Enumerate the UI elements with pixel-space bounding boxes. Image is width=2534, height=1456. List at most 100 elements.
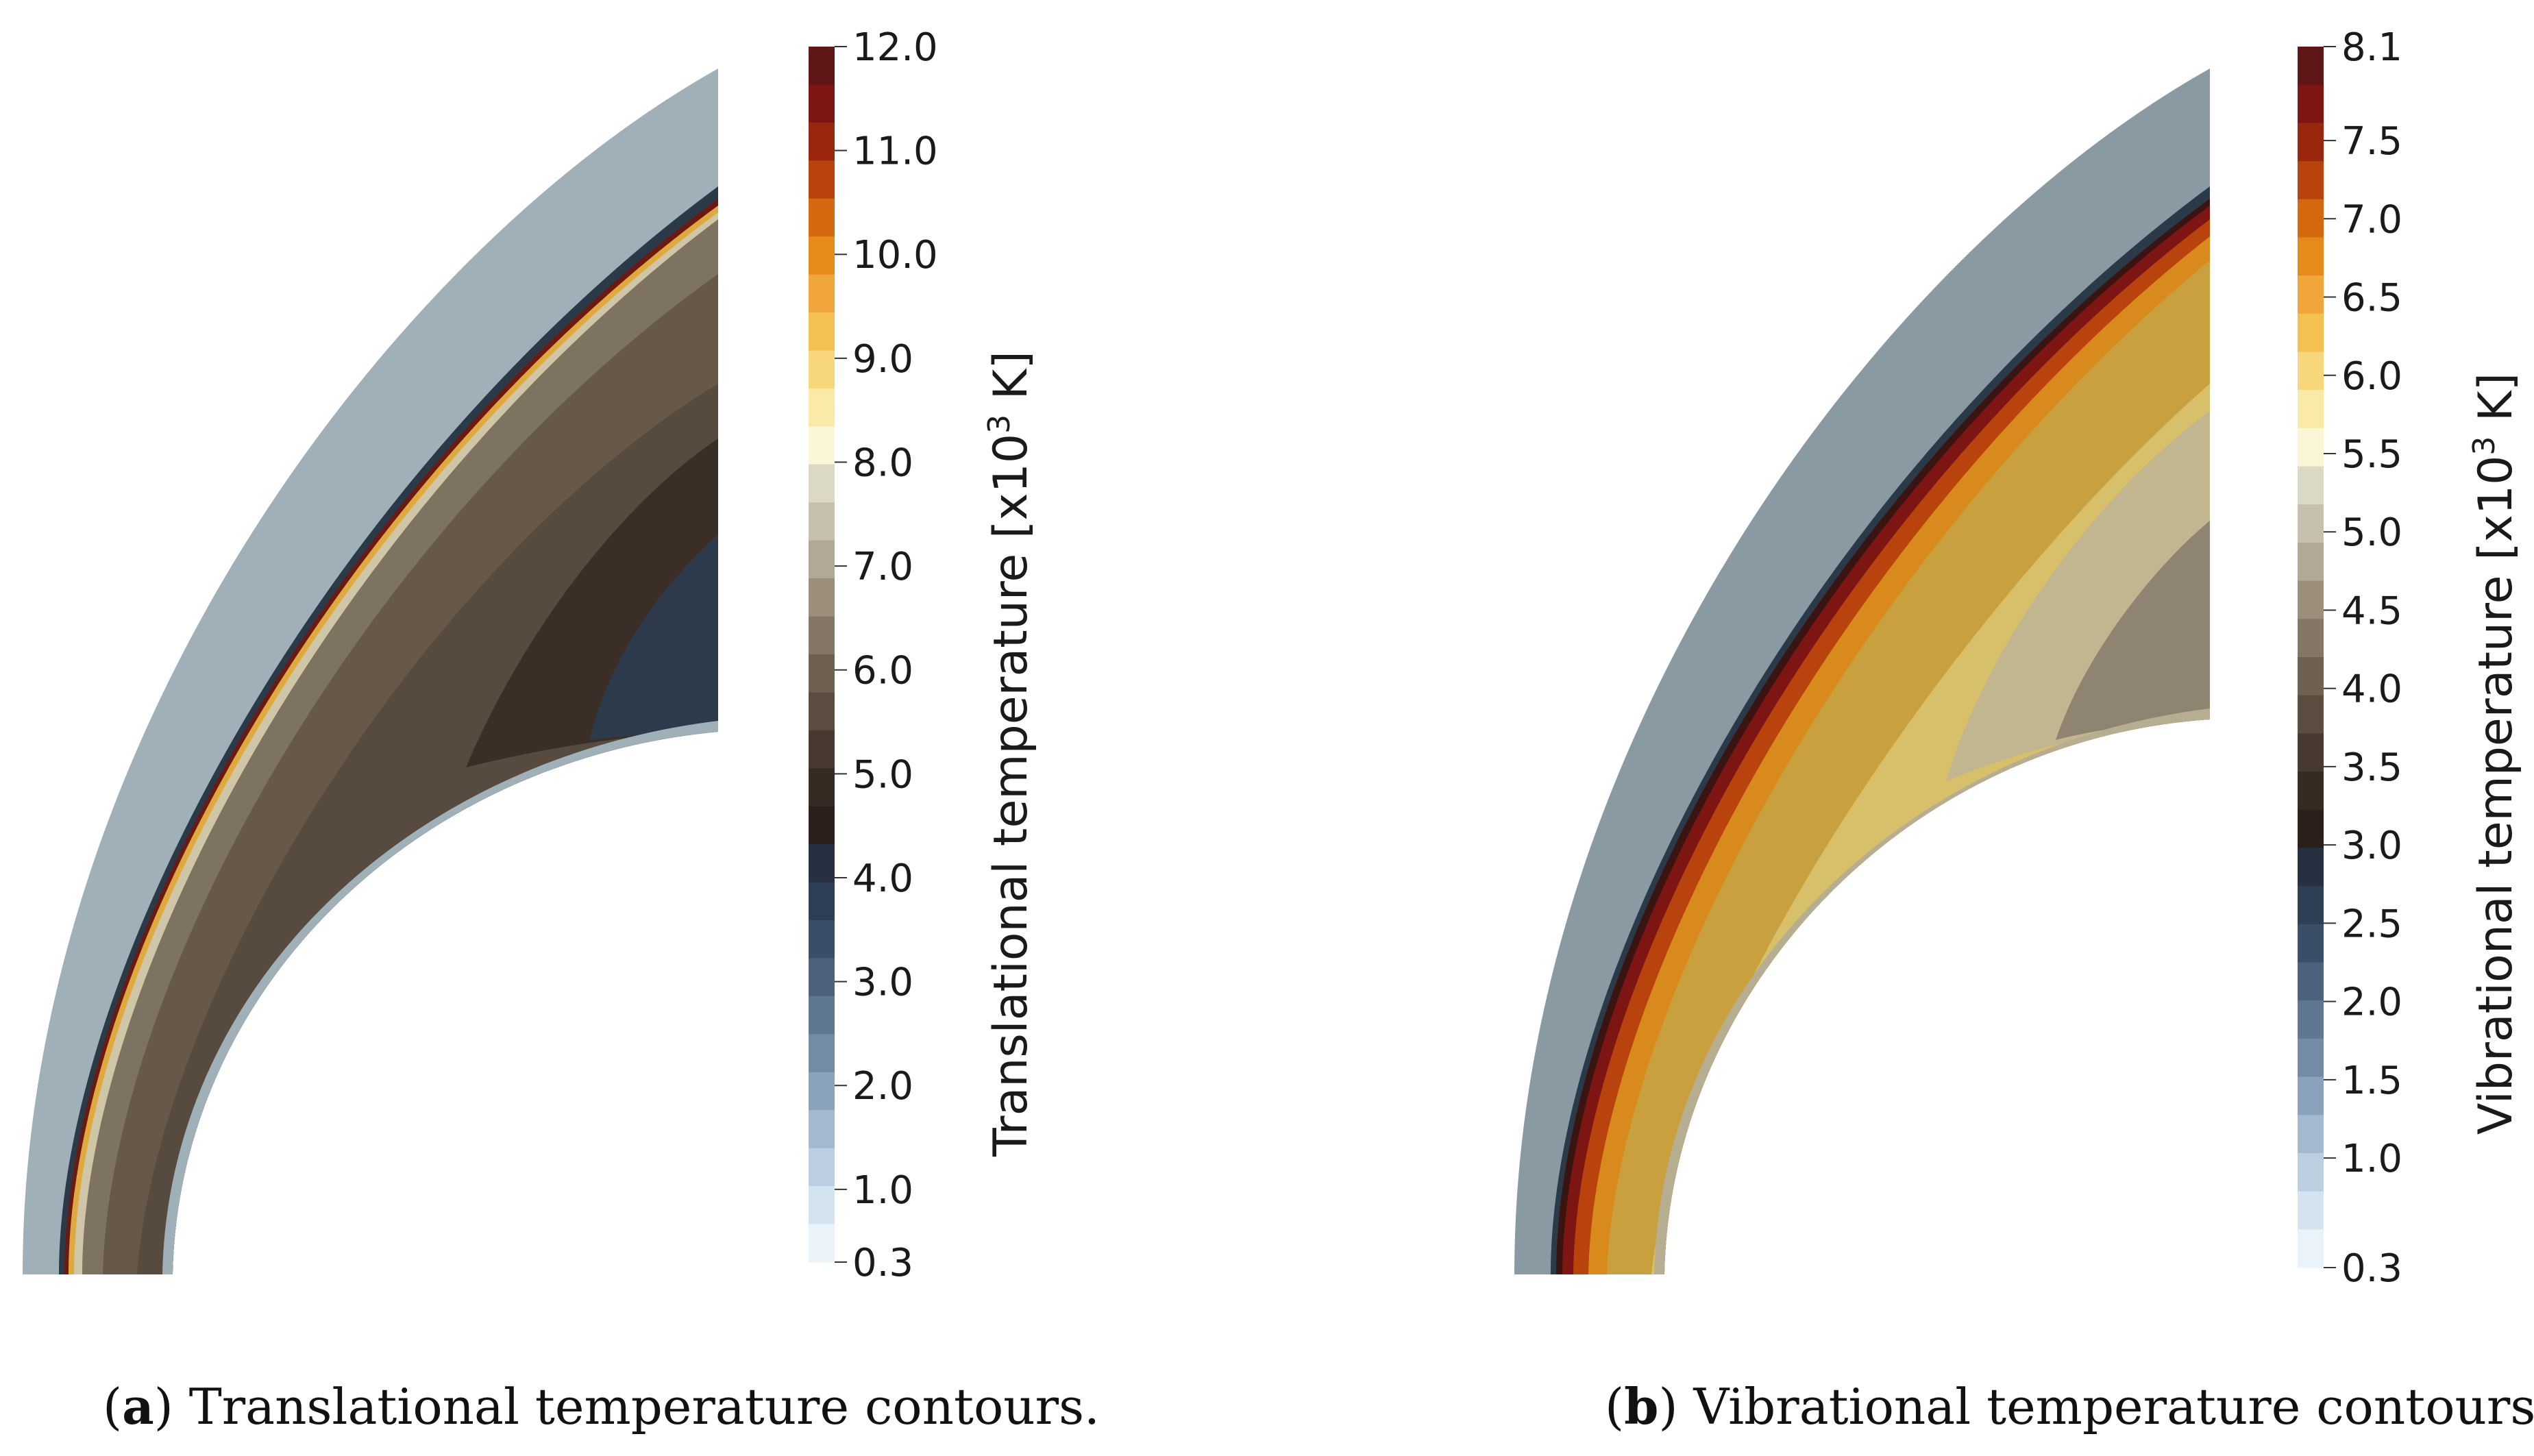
- colorbar-swatch: [2298, 199, 2324, 238]
- colorbar-swatch: [809, 768, 835, 807]
- colorbar-tick-label: 3.0: [2341, 824, 2402, 868]
- colorbar-tick-label: 1.0: [2341, 1137, 2402, 1181]
- colorbar-swatch: [809, 730, 835, 769]
- colorbar-swatch: [2298, 848, 2324, 887]
- colorbar-swatch: [809, 350, 835, 389]
- colorbar-tick-label: 2.5: [2341, 902, 2402, 946]
- colorbar-tick-label: 6.0: [2341, 354, 2402, 399]
- colorbar-swatch: [809, 1224, 835, 1263]
- colorbar-swatch: [2298, 84, 2324, 123]
- colorbar-swatch: [809, 502, 835, 541]
- translational-colorbar-title: Translational temperature [x103 K]: [982, 351, 1039, 1157]
- colorbar-swatch: [2298, 428, 2324, 467]
- colorbar-swatch: [809, 84, 835, 123]
- colorbar-tick-label: 8.1: [2341, 25, 2402, 70]
- colorbar-swatch: [2298, 886, 2324, 925]
- colorbar-tick-label: 8.0: [852, 441, 913, 485]
- colorbar-tick-label: 0.3: [2341, 1246, 2402, 1291]
- colorbar-tick-label: 7.5: [2341, 119, 2402, 164]
- colorbar-swatch: [809, 844, 835, 883]
- colorbar-tick-label: 5.0: [2341, 510, 2402, 555]
- colorbar-swatch: [2298, 390, 2324, 429]
- colorbar-swatch: [809, 1034, 835, 1073]
- colorbar-swatch: [809, 47, 835, 86]
- colorbar-tick-label: 10.0: [852, 233, 938, 277]
- colorbar-swatch: [2298, 1115, 2324, 1154]
- colorbar-swatch: [809, 160, 835, 199]
- colorbar-tick-label: 4.0: [2341, 667, 2402, 712]
- colorbar-swatch: [2298, 1000, 2324, 1039]
- colorbar-swatch: [809, 1186, 835, 1225]
- colorbar-swatch: [2298, 1038, 2324, 1078]
- colorbar-swatch: [809, 464, 835, 503]
- colorbar-swatch: [809, 958, 835, 997]
- caption-a-text: Translational temperature contours.: [188, 1378, 1100, 1435]
- colorbar-tick-label: 3.5: [2341, 745, 2402, 790]
- colorbar-tick-label: 7.0: [852, 545, 913, 589]
- colorbar-swatch: [809, 122, 835, 161]
- vibrational-colorbar: 8.1 7.5 7.0 6.5 6.0 5.5 5.0 4.5 4.0 3.5 3.0 2.5 2.0 1…: [2298, 25, 2402, 1291]
- caption-a-label: a: [122, 1377, 154, 1435]
- colorbar-swatch: [809, 882, 835, 921]
- colorbar-swatch: [2298, 809, 2324, 849]
- colorbar-swatch: [2298, 1152, 2324, 1192]
- colorbar-tick-label: 5.5: [2341, 432, 2402, 477]
- colorbar-swatch: [2298, 657, 2324, 696]
- colorbar-swatch: [809, 1072, 835, 1111]
- colorbar-tick-label: 9.0: [852, 337, 913, 382]
- colorbar-swatch: [809, 426, 835, 465]
- translational-colorbar: 12.0 11.0 10.0 9.0 8.0 7.0 6.0 5.0 4.0 3.0 2.0 1.0 0…: [809, 25, 938, 1285]
- colorbar-tick-label: 11.0: [852, 129, 938, 174]
- translational-temperature-field: [23, 69, 718, 1274]
- caption-b-text: Vibrational temperature contours.: [1693, 1378, 2534, 1435]
- caption-a: (a) Translational temperature contours.: [103, 1377, 1100, 1435]
- colorbar-swatch: [2298, 619, 2324, 658]
- colorbar-swatch: [2298, 313, 2324, 353]
- caption-b-label: b: [1624, 1377, 1659, 1435]
- colorbar-swatch: [2298, 580, 2324, 619]
- colorbar-swatch: [809, 540, 835, 579]
- colorbar-swatch: [809, 274, 835, 313]
- colorbar-swatch: [809, 312, 835, 351]
- colorbar-swatch: [2298, 275, 2324, 314]
- colorbar-swatch: [809, 654, 835, 693]
- colorbar-tick-label: 1.0: [852, 1168, 913, 1213]
- colorbar-swatch: [2298, 161, 2324, 200]
- vibrational-colorbar-title: Vibrational temperature [x103 K]: [2467, 373, 2524, 1135]
- colorbar-swatch: [2298, 962, 2324, 1001]
- caption-b: (b) Vibrational temperature contours.: [1605, 1377, 2534, 1435]
- colorbar-swatch: [2298, 1229, 2324, 1268]
- colorbar-swatch: [809, 692, 835, 731]
- colorbar-swatch: [2298, 466, 2324, 505]
- colorbar-swatch: [809, 388, 835, 427]
- colorbar-tick-label: 2.0: [2341, 980, 2402, 1025]
- vibrational-temperature-field: [1514, 69, 2210, 1274]
- colorbar-swatch: [2298, 542, 2324, 582]
- colorbar-swatch: [809, 236, 835, 275]
- colorbar-swatch: [809, 578, 835, 617]
- colorbar-tick-label: 3.0: [852, 961, 913, 1005]
- colorbar-swatch: [2298, 695, 2324, 734]
- colorbar-swatch: [809, 806, 835, 845]
- colorbar-swatch: [2298, 772, 2324, 811]
- colorbar-tick-label: 0.3: [852, 1241, 913, 1285]
- colorbar-swatch: [809, 616, 835, 655]
- colorbar-swatch: [2298, 47, 2324, 86]
- colorbar-swatch: [2298, 1076, 2324, 1115]
- colorbar-swatch: [2298, 733, 2324, 772]
- colorbar-swatch: [2298, 237, 2324, 276]
- colorbar-swatch: [2298, 924, 2324, 963]
- colorbar-tick-label: 5.0: [852, 752, 913, 797]
- colorbar-tick-label: 6.5: [2341, 276, 2402, 321]
- colorbar-tick-label: 1.5: [2341, 1059, 2402, 1103]
- colorbar-swatch: [809, 1148, 835, 1187]
- colorbar-swatch: [2298, 504, 2324, 543]
- colorbar-swatch: [809, 920, 835, 959]
- colorbar-swatch: [809, 198, 835, 237]
- colorbar-swatch: [809, 996, 835, 1035]
- colorbar-swatch: [809, 1110, 835, 1149]
- colorbar-tick-label: 2.0: [852, 1064, 913, 1109]
- colorbar-tick-label: 6.0: [852, 649, 913, 693]
- colorbar-tick-label: 4.0: [852, 856, 913, 901]
- colorbar-swatch: [2298, 351, 2324, 391]
